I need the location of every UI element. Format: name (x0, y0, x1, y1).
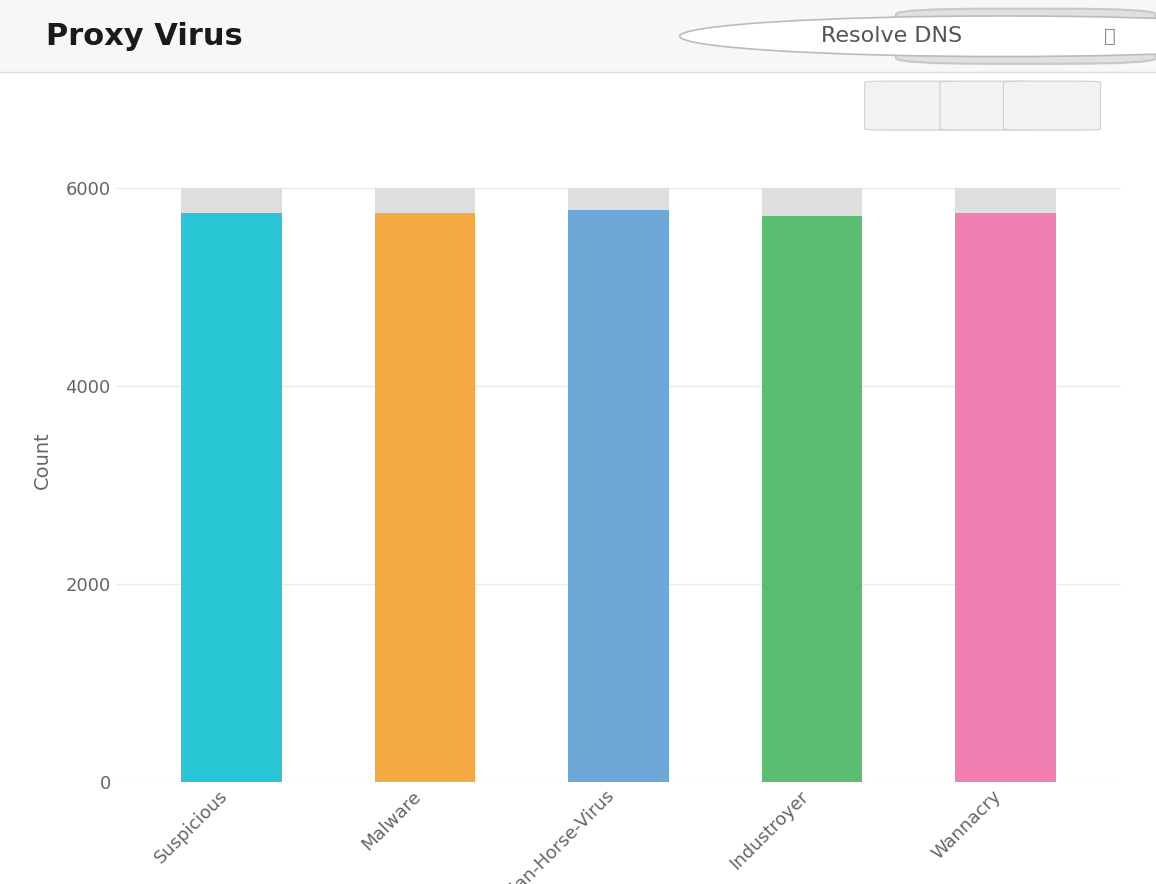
Bar (955, 213, 1055, 782)
Circle shape (680, 16, 1156, 57)
Text: Resolve DNS: Resolve DNS (821, 27, 962, 46)
Bar (181, 213, 282, 782)
Bar (569, 210, 669, 782)
Bar (375, 213, 475, 782)
Bar (762, 216, 862, 782)
Bar (181, 188, 282, 213)
Text: ⤢: ⤢ (1104, 27, 1116, 46)
Bar (375, 188, 475, 213)
Y-axis label: Count: Count (32, 431, 52, 490)
FancyBboxPatch shape (940, 81, 1037, 130)
Bar (955, 188, 1055, 213)
FancyBboxPatch shape (1003, 81, 1101, 130)
Bar (569, 188, 669, 210)
FancyBboxPatch shape (896, 9, 1156, 64)
Bar (762, 188, 862, 216)
FancyBboxPatch shape (865, 81, 962, 130)
Text: Proxy Virus: Proxy Virus (46, 22, 243, 50)
